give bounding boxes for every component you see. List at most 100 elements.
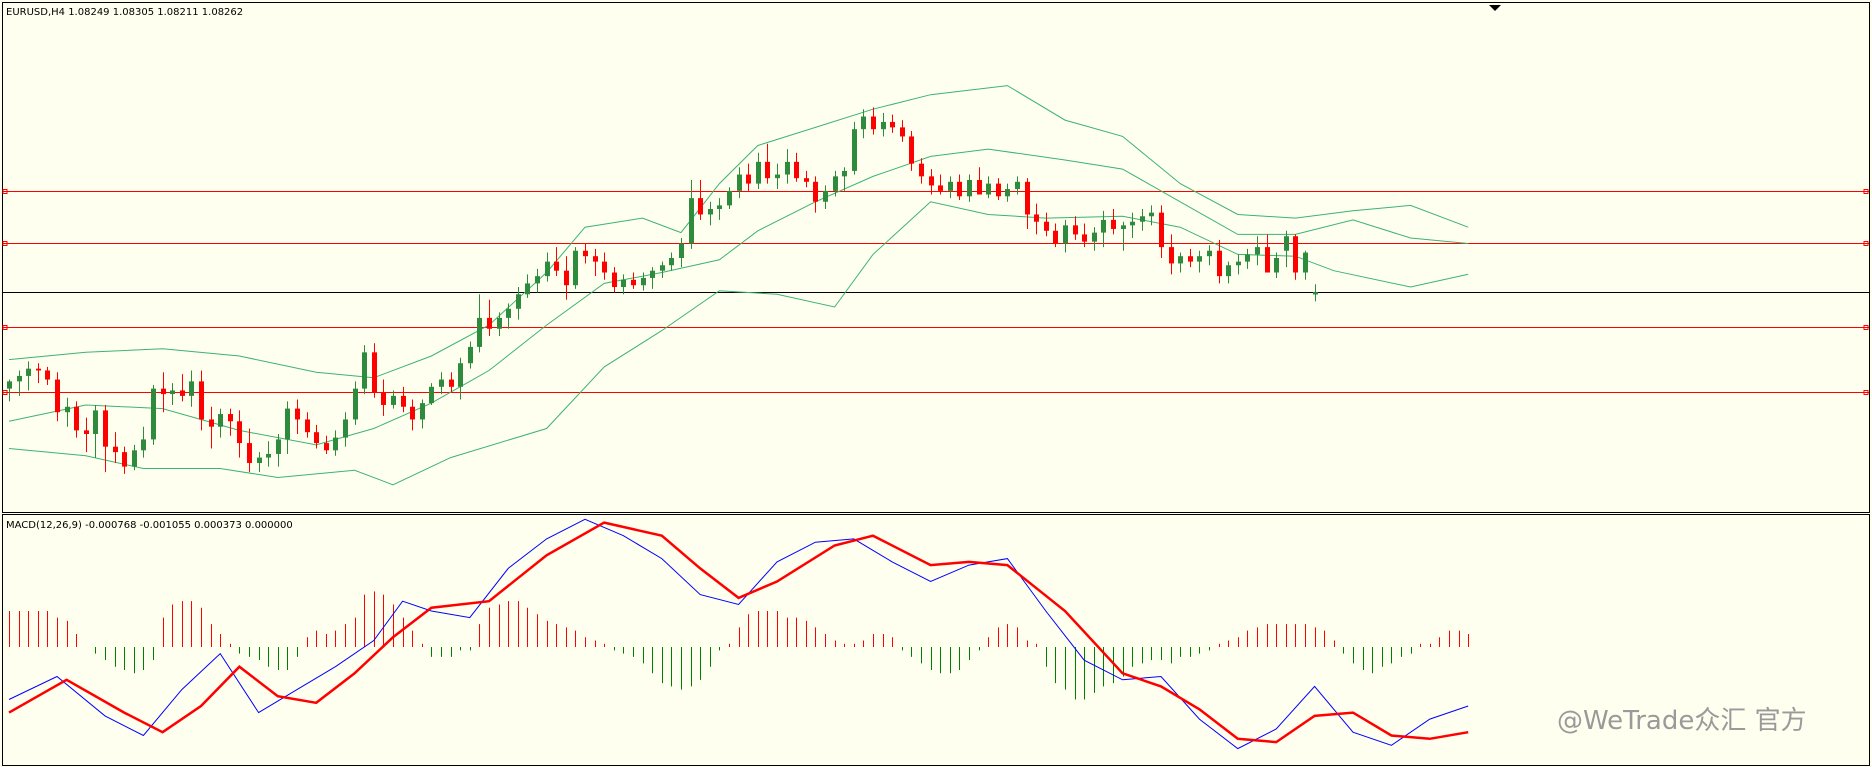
candle-body [1025, 181, 1030, 215]
candle [861, 109, 866, 139]
candle-body [746, 174, 751, 184]
candle [1207, 245, 1212, 266]
candle-body [698, 198, 703, 215]
candle-body [65, 406, 70, 413]
candle-body [1140, 216, 1145, 222]
candle [535, 268, 540, 293]
candle-body [1303, 252, 1308, 273]
candle-body [1226, 265, 1231, 277]
candle [986, 176, 991, 199]
candle-body [957, 181, 962, 197]
candle [161, 372, 166, 413]
candle-body [93, 410, 98, 434]
candle [170, 383, 175, 405]
candle-body [285, 408, 290, 440]
candle-body [996, 183, 1001, 197]
candle-body [218, 414, 223, 427]
candle-body [1101, 219, 1106, 233]
candle [199, 370, 204, 431]
candle-body [977, 179, 982, 195]
candle-body [1293, 236, 1298, 273]
candle-body [458, 363, 463, 387]
candle [26, 361, 31, 391]
price-header-label: EURUSD,H4 1.08249 1.08305 1.08211 1.0826… [6, 7, 243, 18]
candle [151, 385, 156, 445]
candle-body [1034, 214, 1039, 222]
candle-body [266, 453, 271, 458]
candle [1082, 223, 1087, 248]
candle [497, 312, 502, 337]
candle-body [247, 443, 252, 464]
candle-body [497, 317, 502, 329]
candle-body [804, 178, 809, 182]
candle-body [132, 450, 137, 467]
candle-body [1169, 247, 1174, 264]
candle-body [919, 163, 924, 177]
candle-body [1255, 247, 1260, 255]
candle-body [353, 388, 358, 420]
candle-body [573, 250, 578, 286]
candle [257, 452, 262, 473]
candles [7, 107, 1318, 474]
candle-body [1063, 225, 1068, 244]
candle [314, 424, 319, 449]
candle [708, 201, 713, 226]
shift-marker-icon[interactable] [1489, 5, 1501, 11]
candle [612, 267, 617, 293]
candle [74, 401, 79, 438]
candle [228, 408, 233, 436]
candle [823, 185, 828, 210]
candle-body [1015, 181, 1020, 190]
candle-body [660, 265, 665, 271]
candle-body [381, 392, 386, 405]
candle-body [228, 414, 233, 422]
candle-body [362, 352, 367, 389]
candle-body [1082, 234, 1087, 242]
level-handle-right [1863, 390, 1869, 395]
candle-body [833, 176, 838, 191]
candle [1169, 234, 1174, 275]
candle [487, 299, 492, 337]
candle [132, 444, 137, 471]
candle-body [1121, 225, 1126, 229]
candle [564, 256, 569, 300]
candle-body [842, 170, 847, 177]
candle [727, 187, 732, 210]
candle [967, 174, 972, 202]
candle-body [36, 368, 41, 371]
candle-body [516, 294, 521, 309]
candle [919, 158, 924, 184]
candle [391, 390, 396, 409]
candle [717, 198, 722, 220]
candle [1236, 254, 1241, 275]
candle-body [151, 388, 156, 440]
candle [737, 167, 742, 199]
candle-body [1284, 236, 1289, 251]
candle [45, 366, 50, 385]
candle [948, 176, 953, 199]
candle [1284, 230, 1289, 268]
candle-body [1005, 189, 1010, 197]
candle [938, 174, 943, 195]
candle [775, 163, 780, 190]
level-handle-right [1863, 241, 1869, 246]
level-handle-left [2, 241, 8, 246]
candle [36, 363, 41, 384]
candle [1188, 248, 1193, 268]
candle [1053, 223, 1058, 248]
candle-body [871, 116, 876, 130]
candle [602, 252, 607, 280]
candle-body [621, 279, 626, 288]
candle [458, 357, 463, 400]
candle-body [401, 395, 406, 407]
candle [545, 252, 550, 282]
candle-body [1159, 212, 1164, 248]
candle-body [1044, 221, 1049, 231]
candle [765, 143, 770, 184]
level-handle-left [2, 325, 8, 330]
candle-body [679, 243, 684, 258]
level-handle-left [2, 390, 8, 395]
candle-body [1313, 292, 1318, 295]
candle-body [554, 261, 559, 271]
